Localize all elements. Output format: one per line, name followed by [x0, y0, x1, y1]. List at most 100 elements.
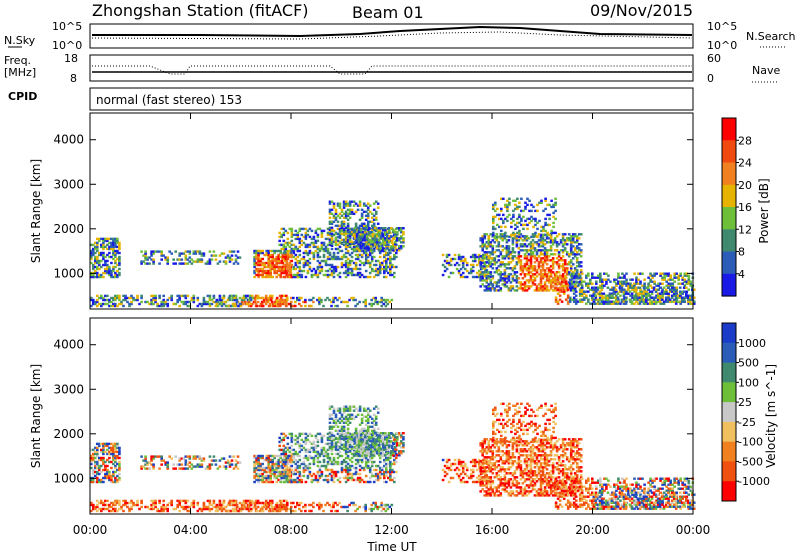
range-time-cell	[316, 480, 320, 484]
range-time-cell	[275, 271, 278, 275]
range-time-cell	[685, 290, 689, 293]
range-time-cell	[549, 285, 553, 288]
range-time-cell	[92, 298, 95, 302]
range-time-cell	[515, 257, 519, 260]
range-time-cell	[216, 505, 220, 509]
range-time-cell	[573, 249, 577, 252]
range-time-cell	[118, 294, 121, 298]
range-time-cell	[396, 233, 399, 236]
range-time-cell	[565, 273, 569, 276]
range-time-cell	[491, 251, 495, 254]
range-time-cell	[304, 436, 308, 440]
range-time-cell	[282, 271, 286, 275]
range-time-cell	[318, 269, 322, 273]
range-time-cell	[561, 245, 565, 248]
range-time-cell	[330, 232, 334, 235]
range-time-cell	[342, 253, 346, 257]
range-time-cell	[533, 255, 537, 258]
range-time-cell	[541, 263, 545, 266]
range-time-cell	[106, 243, 109, 247]
range-time-cell	[379, 237, 383, 240]
range-time-cell	[665, 272, 668, 275]
range-time-cell	[104, 245, 107, 249]
range-time-cell	[320, 448, 324, 452]
range-time-cell	[344, 255, 348, 259]
range-time-cell	[285, 271, 289, 275]
range-time-cell	[539, 245, 543, 248]
range-time-cell	[599, 280, 602, 283]
range-time-cell	[112, 474, 115, 478]
range-time-cell	[457, 257, 461, 261]
range-time-cell	[678, 294, 682, 297]
range-time-cell	[289, 273, 293, 277]
range-time-cell	[638, 302, 642, 305]
range-time-cell	[279, 296, 283, 300]
range-time-cell	[506, 219, 509, 223]
range-time-cell	[326, 442, 330, 446]
range-time-cell	[277, 269, 280, 273]
range-time-cell	[514, 207, 517, 211]
range-time-cell	[288, 458, 292, 462]
range-time-cell	[100, 478, 103, 482]
range-time-cell	[372, 218, 376, 221]
range-time-cell	[522, 227, 525, 231]
range-time-cell	[290, 480, 294, 484]
range-time-cell	[563, 233, 567, 236]
range-time-cell	[267, 253, 270, 257]
range-time-cell	[471, 255, 475, 259]
range-time-cell	[328, 243, 332, 247]
range-time-cell	[302, 466, 306, 470]
range-time-cell	[556, 282, 560, 285]
range-time-cell	[340, 222, 344, 225]
range-time-cell	[359, 233, 363, 236]
range-time-cell	[693, 302, 696, 305]
range-time-cell	[396, 239, 399, 242]
range-time-cell	[388, 300, 392, 304]
range-time-cell	[186, 294, 190, 298]
range-time-cell	[176, 463, 179, 466]
range-time-cell	[292, 478, 296, 482]
range-time-cell	[310, 456, 314, 460]
range-time-cell	[279, 472, 282, 476]
range-time-cell	[146, 463, 149, 466]
range-time-cell	[650, 300, 654, 303]
range-time-cell	[578, 294, 582, 297]
range-time-cell	[625, 278, 628, 281]
range-time-cell	[110, 505, 113, 509]
range-time-cell	[649, 300, 652, 303]
range-time-cell	[533, 289, 537, 292]
range-time-cell	[383, 265, 386, 269]
range-time-cell	[533, 249, 537, 252]
range-time-cell	[527, 273, 531, 276]
range-time-cell	[547, 271, 551, 274]
range-time-cell	[336, 444, 340, 448]
range-time-cell	[568, 298, 572, 301]
range-time-cell	[591, 298, 594, 301]
range-time-cell	[172, 507, 175, 511]
range-time-cell	[282, 472, 286, 476]
range-time-cell	[578, 282, 582, 285]
range-time-cell	[491, 247, 495, 250]
range-time-cell	[259, 454, 262, 458]
range-time-cell	[542, 209, 545, 213]
range-time-cell	[212, 505, 216, 509]
range-time-cell	[443, 259, 447, 263]
range-time-cell	[646, 288, 650, 291]
range-time-cell	[114, 243, 117, 247]
range-time-cell	[555, 245, 559, 248]
range-time-cell	[483, 235, 487, 238]
range-time-cell	[563, 241, 567, 244]
range-time-cell	[330, 460, 334, 464]
range-time-cell	[365, 237, 369, 240]
range-time-cell	[577, 261, 581, 264]
range-time-cell	[296, 259, 300, 263]
range-time-cell	[685, 274, 689, 277]
range-time-cell	[334, 212, 338, 215]
range-time-cell	[138, 302, 141, 306]
range-time-cell	[304, 450, 308, 454]
range-time-cell	[336, 273, 340, 277]
range-time-cell	[300, 474, 304, 478]
range-time-cell	[656, 288, 660, 291]
range-time-cell	[541, 267, 545, 270]
range-time-cell	[550, 205, 553, 209]
